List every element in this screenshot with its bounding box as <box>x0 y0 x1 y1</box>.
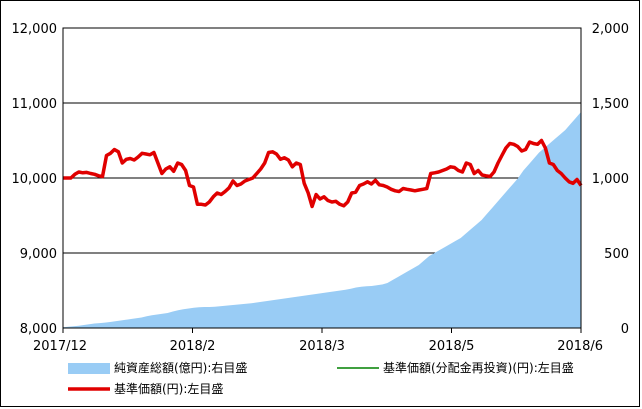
legend: 純資産総額(億円):右目盛 基準価額(分配金再投資)(円):左目盛基準価額(円):… <box>68 360 574 396</box>
x-axis-ticks: 2017/12 2018/2 2018/3 2018/5 2018/6 <box>33 328 603 354</box>
line-layer <box>63 138 583 209</box>
left-axis-tick-label: 9,000 <box>20 247 57 262</box>
x-axis-tick-label: 2018/2 <box>170 339 216 354</box>
x-axis-tick-label: 2018/5 <box>429 339 475 354</box>
right-axis-tick-label: 500 <box>604 247 629 262</box>
x-axis-tick-label: 2017/12 <box>33 339 87 354</box>
nav-line <box>63 138 583 209</box>
right-axis-tick-label: 1,500 <box>592 97 629 112</box>
left-axis-tick-label: 10,000 <box>12 172 58 187</box>
right-axis-tick-label: 2,000 <box>592 22 629 37</box>
x-axis-tick-label: 2018/3 <box>299 339 345 354</box>
net-assets-area <box>63 112 581 328</box>
left-axis-ticks: 8,000 9,000 10,000 11,000 12,000 <box>12 22 58 337</box>
left-axis-tick-label: 8,000 <box>20 322 57 337</box>
right-axis-ticks: 0 500 1,000 1,500 2,000 <box>592 22 629 337</box>
legend-swatch-area <box>68 363 110 374</box>
right-axis-tick-label: 0 <box>621 322 629 337</box>
legend-label: 基準価額(円):左目盛 <box>114 381 223 396</box>
legend-label: 基準価額(分配金再投資)(円):左目盛 <box>383 360 574 375</box>
area-layer <box>63 112 581 328</box>
left-axis-tick-label: 12,000 <box>12 22 58 37</box>
x-axis-tick-label: 2018/6 <box>557 339 603 354</box>
left-axis-tick-label: 11,000 <box>12 97 58 112</box>
right-axis-tick-label: 1,000 <box>592 172 629 187</box>
legend-label: 純資産総額(億円):右目盛 <box>114 360 247 375</box>
